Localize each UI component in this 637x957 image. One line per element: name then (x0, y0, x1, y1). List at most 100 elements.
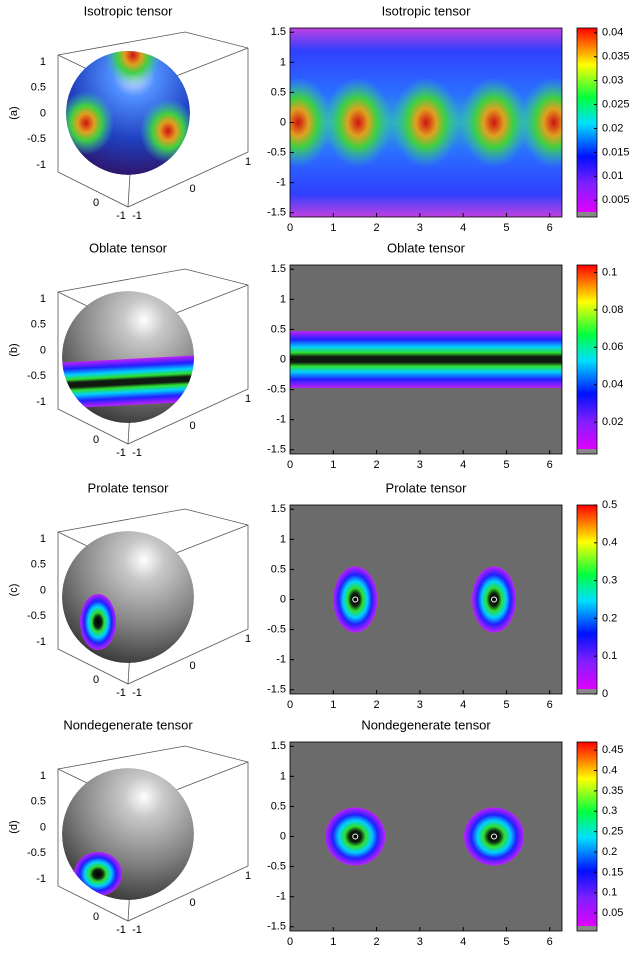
hot-spot (66, 91, 114, 155)
x-tick-label: 0 (287, 222, 293, 234)
colorbar-tick-label: 0.2 (602, 846, 617, 858)
sphere (62, 291, 194, 423)
colorbar-tick-label: 0.005 (602, 194, 630, 206)
x-tick-label: 3 (417, 936, 423, 948)
x-tick-label: 3 (417, 222, 423, 234)
colorbar-frame (576, 504, 598, 695)
heatmap-title: Prolate tensor (386, 480, 468, 495)
sphere-title: Oblate tensor (89, 240, 168, 255)
colorbar-tick-label: 0.25 (602, 826, 623, 838)
colorbar-tick-label: 0.02 (602, 416, 623, 428)
hot-spot (140, 99, 190, 163)
sphere-surface (62, 531, 194, 663)
y-tick-label: 1.5 (271, 503, 286, 515)
colorbar-tick-label: 0.1 (602, 650, 617, 662)
colorbar-tick-label: 0.1 (602, 266, 617, 278)
axis3d-tick-label: 0 (93, 911, 99, 923)
axis3d-tick-label: -1 (36, 636, 46, 648)
axis3d-tick-label: 0 (189, 660, 195, 672)
heatmap (290, 265, 562, 454)
colorbar-tick-label: 0.3 (602, 575, 617, 587)
y-tick-label: -0.5 (267, 383, 286, 395)
axis3d-tick-label: 1 (40, 293, 46, 305)
x-tick-label: 1 (330, 459, 336, 471)
peak-center (491, 596, 497, 603)
axis3d-tick-label: -1 (132, 447, 142, 459)
colorbar-frame (576, 264, 598, 455)
axis3d-tick-label: 1 (245, 156, 251, 168)
colorbar-tick-label: 0.35 (602, 785, 623, 797)
colorbar-tick-label: 0.03 (602, 75, 623, 87)
y-tick-label: 0.5 (271, 86, 286, 98)
box (57, 745, 249, 922)
y-tick-label: 1.5 (271, 740, 286, 752)
colorbar-tick-label: 0.4 (602, 764, 617, 776)
peak (80, 594, 116, 650)
colorbar-tick-label: 0.015 (602, 146, 630, 158)
y-tick-label: 0.5 (271, 323, 286, 335)
axis3d-tick-label: 1 (245, 870, 251, 882)
x-tick-label: 6 (547, 222, 553, 234)
peak (325, 807, 386, 866)
colorbar-tick-label: 0.04 (602, 379, 623, 391)
axis3d-tick-label: 1 (40, 770, 46, 782)
x-tick-label: 4 (460, 699, 466, 711)
sphere (62, 768, 194, 900)
colorbar-tick-label: 0.025 (602, 98, 630, 110)
y-tick-label: -0.5 (267, 623, 286, 635)
x-tick-label: 3 (417, 699, 423, 711)
axis3d-tick-label: 1 (245, 393, 251, 405)
y-tick-label: 0 (280, 830, 286, 842)
heatmap (290, 28, 562, 217)
y-tick-label: 0 (280, 593, 286, 605)
y-tick-label: 1.5 (271, 263, 286, 275)
x-tick-label: 2 (374, 936, 380, 948)
heatmap-bg (290, 505, 562, 694)
y-tick-label: 1 (280, 533, 286, 545)
axis3d-tick-label: -1 (36, 396, 46, 408)
x-tick-label: 2 (374, 459, 380, 471)
y-tick-label: -1 (276, 654, 286, 666)
axis3d-tick-label: 0.5 (31, 319, 46, 331)
peak (472, 566, 516, 633)
y-tick-label: 1 (280, 56, 286, 68)
axis3d-tick-label: 0 (40, 584, 46, 596)
colorbar-under (577, 212, 597, 217)
axis3d-tick-label: 0 (189, 183, 195, 195)
axis3d-tick-label: -1 (116, 687, 126, 699)
x-tick-label: 4 (460, 459, 466, 471)
hot-spot (290, 77, 333, 168)
colorbar-tick-label: 0.3 (602, 805, 617, 817)
y-tick-label: -0.5 (267, 146, 286, 158)
x-tick-label: 4 (460, 936, 466, 948)
colorbar (577, 742, 597, 926)
x-tick-label: 6 (547, 936, 553, 948)
axis3d-tick-label: 1 (40, 56, 46, 68)
panel-label: (a) (8, 106, 20, 119)
x-tick-label: 1 (330, 699, 336, 711)
peak-center (352, 833, 359, 840)
hot-spot (519, 77, 562, 168)
peak (74, 852, 122, 896)
colorbar-tick-label: 0.035 (602, 51, 630, 63)
heatmap-title: Oblate tensor (387, 240, 466, 255)
peak-center (491, 833, 497, 840)
y-tick-label: 0.5 (271, 800, 286, 812)
x-tick-label: 1 (330, 936, 336, 948)
colorbar-under (577, 449, 597, 454)
y-tick-label: 0.5 (271, 563, 286, 575)
axis3d-tick-label: -1 (132, 687, 142, 699)
hot-spot (392, 77, 460, 168)
panel-label: (d) (8, 820, 20, 833)
box (57, 268, 249, 445)
colorbar-tick-label: 0.45 (602, 744, 623, 756)
peak (464, 807, 524, 866)
x-tick-label: 5 (503, 459, 509, 471)
box (57, 31, 249, 208)
axis3d-tick-label: 0 (93, 197, 99, 209)
band (62, 355, 194, 409)
axis3d-tick-label: 0 (40, 821, 46, 833)
y-tick-label: -1.5 (267, 921, 286, 933)
colorbar-frame (576, 741, 598, 932)
x-tick-label: 3 (417, 459, 423, 471)
